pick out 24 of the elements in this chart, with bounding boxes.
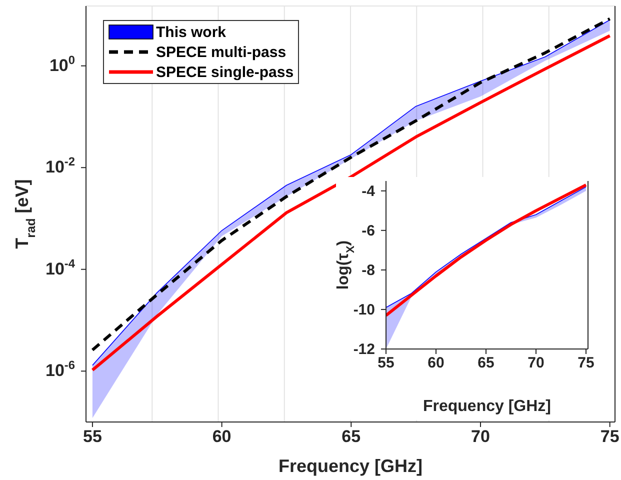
x-tick-label: 75 <box>600 427 620 446</box>
y-tick-label: -12 <box>353 341 375 358</box>
x-tick-label: 70 <box>528 354 544 372</box>
x-tick-label: 60 <box>212 427 232 446</box>
y-tick-label: 10$^{-2}$ <box>46 154 76 177</box>
x-tick-label: 65 <box>478 354 494 372</box>
y-tick-label: 10$^{0}$ <box>49 52 76 75</box>
x-tick-label: 65 <box>342 427 361 446</box>
y-tick-label: -10 <box>353 301 375 318</box>
x-axis-title: Frequency [GHz] <box>422 398 552 415</box>
legend-label: SPECE single-pass <box>156 64 294 80</box>
y-tick-label: -6 <box>362 222 375 240</box>
x-axis-title: Frequency [GHz] <box>278 456 423 476</box>
x-tick-label: 75 <box>578 354 594 372</box>
y-tick-label: 10$^{-6}$ <box>46 358 76 380</box>
legend-label: This work <box>156 24 226 40</box>
y-tick-label: -4 <box>362 182 376 200</box>
y-tick-label: -8 <box>362 262 375 279</box>
legend-label: SPECE multi-pass <box>156 44 286 60</box>
x-tick-label: 70 <box>471 427 490 446</box>
x-tick-label: 60 <box>428 354 444 372</box>
y-tick-label: 10$^{-4}$ <box>46 256 76 278</box>
x-tick-label: 55 <box>378 354 394 372</box>
x-tick-label: 55 <box>83 427 102 446</box>
